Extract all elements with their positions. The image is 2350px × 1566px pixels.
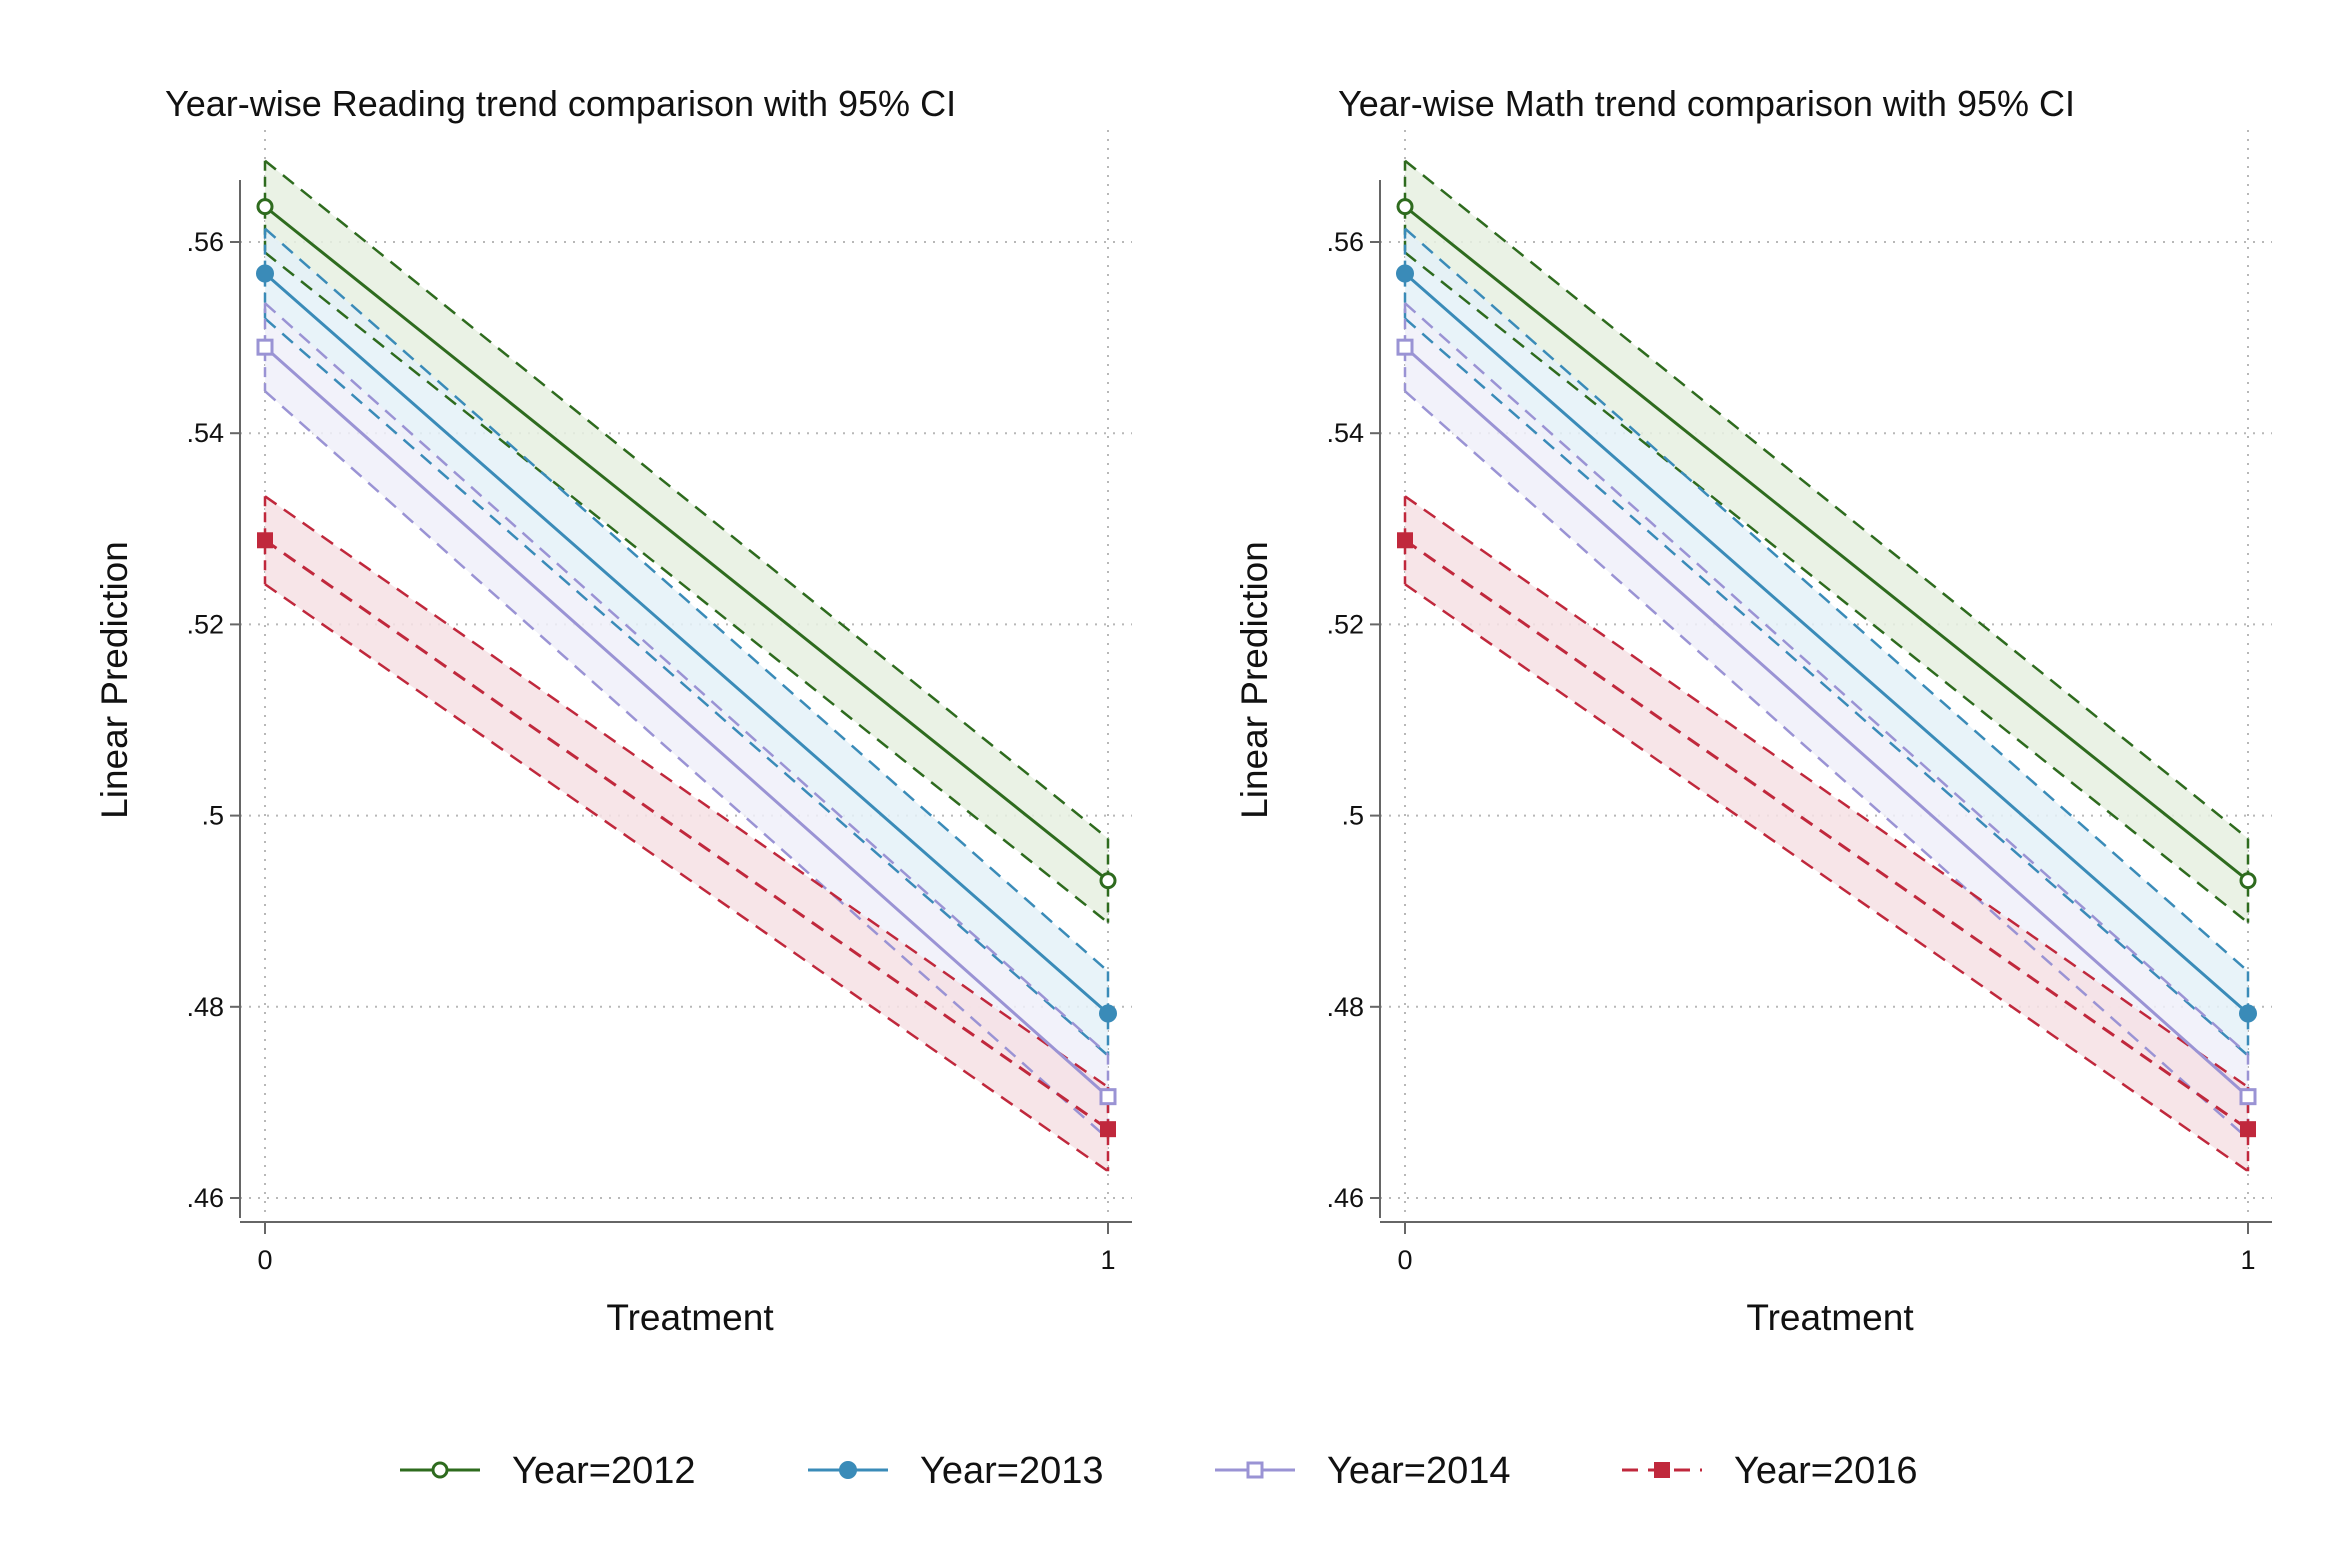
chart-title: Year-wise Math trend comparison with 95%…	[1338, 83, 2075, 124]
y-tick-label: .52	[1326, 609, 1364, 639]
data-point	[2239, 1088, 2257, 1106]
y-tick-label: .5	[1341, 801, 1364, 831]
data-point	[1099, 872, 1117, 890]
series-line-Year=2013	[1404, 272, 2249, 1015]
ci-lower-line	[264, 251, 1109, 924]
data-point	[1099, 1088, 1117, 1106]
chart-panel-reading: Year-wise Reading trend comparison with …	[94, 83, 1132, 1338]
ci-lower-line	[264, 390, 1109, 1140]
ci-upper-line	[1404, 495, 2249, 1089]
ci-lines	[263, 159, 1110, 1173]
data-point	[1100, 1121, 1116, 1138]
legend-label: Year=2013	[920, 1450, 1104, 1492]
data-markers	[256, 198, 1117, 1138]
legend-item: Year=2013	[808, 1450, 1104, 1492]
ci-upper-line	[1404, 302, 2249, 1056]
series-line-Year=2013	[264, 272, 1109, 1015]
legend-item: Year=2012	[400, 1450, 696, 1492]
ci-lines	[1403, 159, 2250, 1173]
x-tick-label: 0	[1397, 1245, 1412, 1275]
ci-lower-line	[1404, 317, 2249, 1057]
legend-marker	[1654, 1462, 1670, 1478]
legend-marker	[839, 1461, 857, 1479]
legend-item: Year=2014	[1215, 1450, 1511, 1492]
y-axis-label: Linear Prediction	[94, 541, 135, 819]
y-tick-label: .46	[186, 1183, 224, 1213]
data-point	[256, 338, 274, 356]
series-line-Year=2016	[264, 539, 1109, 1131]
legend-item: Year=2016	[1622, 1450, 1918, 1492]
legend-marker	[1246, 1461, 1264, 1479]
y-tick-label: .46	[1326, 1183, 1364, 1213]
series-line-Year=2012	[1404, 205, 2249, 882]
y-tick-label: .56	[1326, 227, 1364, 257]
ci-lower-line	[264, 317, 1109, 1057]
data-markers	[1396, 198, 2257, 1138]
axes: .46 .48 .5 .52 .54 .56 0 1	[1326, 180, 2272, 1275]
y-tick-label: .56	[186, 227, 224, 257]
legend-label: Year=2014	[1327, 1450, 1511, 1492]
y-tick-label: .54	[1326, 418, 1364, 448]
ci-upper-line	[1404, 159, 2249, 840]
x-tick-label: 0	[257, 1245, 272, 1275]
series-line-Year=2014	[1404, 346, 2249, 1098]
chart-title: Year-wise Reading trend comparison with …	[165, 83, 956, 124]
data-point	[1396, 198, 1414, 216]
ci-upper-line	[264, 495, 1109, 1089]
x-axis-label: Treatment	[606, 1297, 774, 1338]
data-point	[2240, 1121, 2256, 1138]
y-tick-label: .54	[186, 418, 224, 448]
ci-upper-line	[264, 227, 1109, 973]
data-point	[1397, 532, 1413, 549]
x-axis-label: Treatment	[1746, 1297, 1914, 1338]
series-line-Year=2012	[264, 205, 1109, 882]
axes: .46 .48 .5 .52 .54 .56 0 1	[186, 180, 1132, 1275]
data-point	[256, 198, 274, 216]
ci-upper-line	[1404, 227, 2249, 973]
data-point	[1396, 338, 1414, 356]
y-tick-label: .52	[186, 609, 224, 639]
y-tick-label: .5	[201, 801, 224, 831]
chart-panel-math: Year-wise Math trend comparison with 95%…	[1234, 83, 2272, 1338]
ci-upper-line	[264, 159, 1109, 840]
y-axis-label: Linear Prediction	[1234, 541, 1275, 819]
data-point	[256, 264, 274, 283]
y-tick-label: .48	[1326, 992, 1364, 1022]
data-point	[1396, 264, 1414, 283]
ci-lower-line	[1404, 583, 2249, 1173]
ci-lower-line	[264, 583, 1109, 1173]
data-point	[1099, 1004, 1117, 1023]
ci-lower-line	[1404, 390, 2249, 1140]
y-tick-label: .48	[186, 992, 224, 1022]
x-tick-label: 1	[2240, 1245, 2255, 1275]
legend-label: Year=2016	[1734, 1450, 1918, 1492]
legend-marker	[431, 1461, 449, 1479]
legend: Year=2012 Year=2013 Year=2014 Year=2016	[400, 1450, 1918, 1492]
series-line-Year=2014	[264, 346, 1109, 1098]
ci-upper-line	[264, 302, 1109, 1056]
ci-lower-line	[1404, 251, 2249, 924]
data-point	[2239, 872, 2257, 890]
legend-label: Year=2012	[512, 1450, 696, 1492]
data-point	[2239, 1004, 2257, 1023]
data-point	[257, 532, 273, 549]
x-tick-label: 1	[1100, 1245, 1115, 1275]
series-line-Year=2016	[1404, 539, 2249, 1131]
